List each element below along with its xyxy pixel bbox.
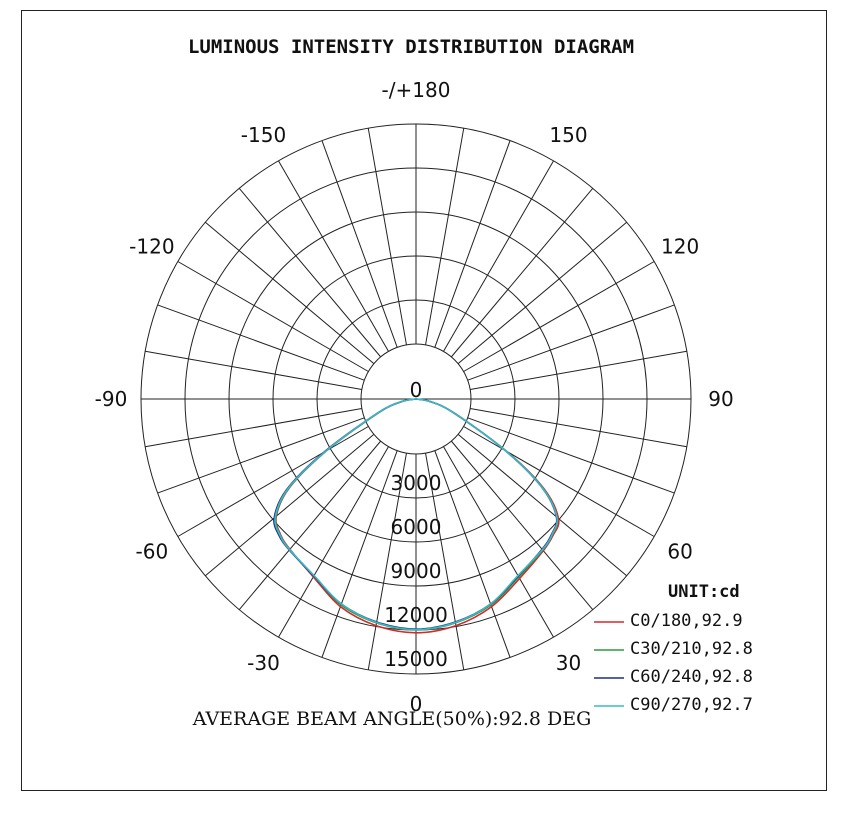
grid-spoke-170	[425, 128, 465, 345]
grid-spoke-340	[321, 450, 398, 658]
grid-spoke-240	[177, 261, 369, 372]
grid-ring-3000	[316, 299, 516, 499]
grid-spoke-10	[425, 453, 465, 670]
grid-spoke-290	[157, 417, 365, 494]
radial-label: 6000	[391, 515, 442, 539]
angle-label: 60	[667, 540, 692, 564]
grid-spoke-130	[457, 221, 627, 365]
grid-spoke-250	[157, 304, 365, 381]
grid-spoke-20	[434, 450, 511, 658]
grid-spoke-220	[238, 188, 382, 358]
angle-label: -60	[136, 540, 169, 564]
radial-label: 9000	[391, 559, 442, 583]
angle-label: 120	[661, 235, 699, 259]
grid-spoke-350	[367, 453, 407, 670]
series-lines	[273, 398, 560, 634]
legend-label-2: C60/240,92.8	[630, 667, 753, 687]
radial-label: 3000	[391, 471, 442, 495]
grid-ring-0	[360, 343, 472, 455]
grid-spoke-160	[434, 140, 511, 348]
grid-spoke-230	[205, 221, 375, 365]
angle-label: -30	[247, 651, 280, 675]
legend-label-0: C0/180,92.9	[630, 611, 743, 631]
grid-ring-15000	[140, 123, 692, 675]
legend: UNIT:cd C0/180,92.9 C30/210,92.8 C60/240,9…	[594, 582, 753, 715]
grid-spoke-120	[463, 261, 655, 372]
grid-spoke-40	[450, 440, 594, 610]
grid-spoke-140	[450, 188, 594, 358]
grid-spoke-110	[467, 304, 675, 381]
grid-spoke-80	[470, 408, 687, 448]
grid-spoke-310	[205, 433, 375, 577]
grid-spoke-30	[443, 446, 554, 638]
beam-angle-footer: AVERAGE BEAM ANGLE(50%):92.8 DEG	[192, 708, 592, 730]
grid-spoke-330	[278, 446, 389, 638]
radial-label: 12000	[384, 603, 448, 627]
grid-spoke-280	[145, 408, 362, 448]
angle-labels: -/+180 -150 150 -120 120 -90 90 -60 60 -30 30 0	[95, 78, 734, 716]
angle-label: 90	[708, 387, 733, 411]
legend-label-1: C30/210,92.8	[630, 639, 753, 659]
legend-label-3: C90/270,92.7	[630, 695, 753, 715]
angle-label: -/+180	[382, 78, 451, 102]
grid-spoke-60	[463, 426, 655, 537]
grid-ring-6000	[272, 255, 560, 543]
grid-spoke-300	[177, 426, 369, 537]
radial-labels: 0 3000 6000 9000 12000 15000	[384, 378, 448, 671]
grid-spoke-320	[238, 440, 382, 610]
grid-spoke-150	[443, 160, 554, 352]
legend-unit-label: UNIT:cd	[668, 582, 740, 602]
series-line-3	[274, 398, 559, 631]
grid-spoke-50	[457, 433, 627, 577]
angle-label: 30	[556, 651, 581, 675]
grid-spoke-260	[145, 350, 362, 390]
grid-spoke-190	[367, 128, 407, 345]
chart-title: LUMINOUS INTENSITY DISTRIBUTION DIAGRAM	[188, 36, 634, 58]
grid-spoke-100	[470, 350, 687, 390]
angle-label: -90	[95, 387, 128, 411]
radial-label: 0	[410, 378, 423, 402]
angle-label: 150	[549, 123, 587, 147]
angle-label: 0	[410, 692, 423, 716]
angle-label: -150	[241, 123, 286, 147]
grid-spoke-70	[467, 417, 675, 494]
radial-label: 15000	[384, 647, 448, 671]
angle-label: -120	[129, 235, 174, 259]
grid-spoke-200	[321, 140, 398, 348]
grid-spoke-210	[278, 160, 389, 352]
grid-ring-9000	[228, 211, 604, 587]
